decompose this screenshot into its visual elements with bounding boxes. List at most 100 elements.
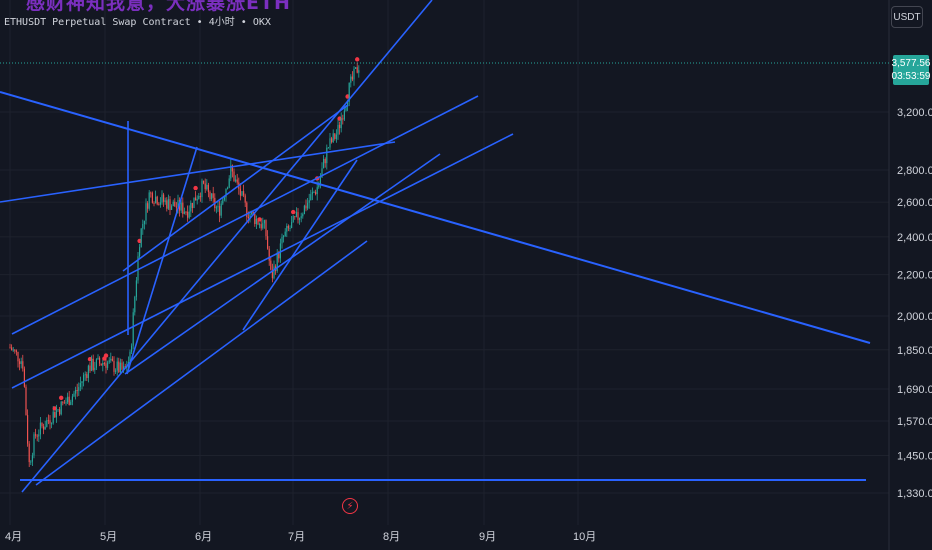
candle-body xyxy=(193,197,195,209)
candle-body xyxy=(155,196,157,204)
candle-body xyxy=(49,420,51,424)
candle-body xyxy=(78,386,80,391)
candle-body xyxy=(163,194,165,202)
candle-body xyxy=(273,266,275,279)
last-price-value: 3,577.56 xyxy=(891,58,931,69)
candle-body xyxy=(270,260,272,270)
candle-body xyxy=(230,165,232,179)
candle-body xyxy=(137,256,139,281)
candle-body xyxy=(73,393,75,397)
candle-body xyxy=(86,374,88,378)
candle-body xyxy=(255,218,257,225)
candle-body xyxy=(167,199,169,209)
price-axis[interactable]: 3,200.00 2,800.00 2,600.00 2,400.00 2,200.00… xyxy=(897,107,932,500)
symbol-legend[interactable]: ETHUSDT Perpetual Swap Contract • 4小时 • … xyxy=(4,13,271,28)
candle-body xyxy=(305,205,307,209)
candle-body xyxy=(222,199,224,204)
price-tick-label: 3,200.00 xyxy=(897,107,932,119)
price-tick-label: 1,850.00 xyxy=(897,345,932,357)
candle-body xyxy=(174,201,176,207)
candle-body xyxy=(182,202,184,214)
candle-body xyxy=(302,214,304,217)
legend-exchange: OKX xyxy=(252,17,271,28)
trendline-steep-b[interactable] xyxy=(242,159,358,331)
candle-body xyxy=(324,159,326,164)
candle-body xyxy=(30,461,32,463)
candle-body xyxy=(153,202,155,204)
trendline-channel-d[interactable] xyxy=(122,104,349,272)
candle-body xyxy=(254,214,256,225)
candle-body xyxy=(292,216,294,223)
candle-body xyxy=(308,200,310,203)
candle-body xyxy=(279,243,281,259)
candle-body xyxy=(243,191,245,196)
candle-body xyxy=(350,76,352,83)
candle-body xyxy=(260,224,262,229)
candle-body xyxy=(39,422,41,435)
candle-body xyxy=(60,401,62,415)
time-tick-label: 9月 xyxy=(479,531,496,543)
trendline-channel-a[interactable] xyxy=(11,95,479,335)
candle-body xyxy=(323,159,325,169)
candle-body xyxy=(148,192,150,209)
candle-body xyxy=(180,202,182,211)
candle-body xyxy=(79,383,81,387)
candle-body xyxy=(97,357,99,360)
candle-body xyxy=(147,203,149,209)
legend-symbol: ETHUSDT Perpetual Swap Contract xyxy=(4,17,191,28)
currency-button[interactable]: USDT xyxy=(891,6,923,28)
bar-countdown: 03:53:59 xyxy=(891,71,931,82)
candle-body xyxy=(201,180,203,198)
candle-body xyxy=(22,361,24,369)
trendline-channel-upper[interactable] xyxy=(0,141,396,203)
candle-body xyxy=(94,367,96,371)
candle-body xyxy=(105,363,107,368)
candle-body xyxy=(183,211,185,214)
candle-body xyxy=(235,179,237,182)
candle-body xyxy=(198,196,200,200)
candle-body xyxy=(52,411,54,424)
trendline-descending[interactable] xyxy=(0,91,871,344)
candle-body xyxy=(119,362,121,373)
trendline-channel-c[interactable] xyxy=(124,153,441,375)
candle-body xyxy=(175,206,177,208)
candle-body xyxy=(19,361,21,364)
candle-body xyxy=(158,204,160,206)
candle-body xyxy=(124,366,126,368)
time-axis[interactable]: 4月 5月 6月 7月 8月 9月 10月 xyxy=(5,531,596,543)
time-tick-label: 5月 xyxy=(100,531,117,543)
price-tick-label: 2,800.00 xyxy=(897,165,932,177)
candle-body xyxy=(38,434,40,437)
candle-body xyxy=(340,118,342,129)
trendline-channel-b[interactable] xyxy=(11,133,514,389)
time-tick-label: 8月 xyxy=(383,531,400,543)
candle-body xyxy=(271,269,273,279)
candle-body xyxy=(187,211,189,218)
trendline-steep-c[interactable] xyxy=(35,240,368,486)
candle-body xyxy=(63,402,65,404)
candle-body xyxy=(300,216,302,218)
trendline-steep-a[interactable] xyxy=(126,146,198,375)
candle-body xyxy=(57,409,59,411)
candle-body xyxy=(139,247,141,257)
trendlines[interactable] xyxy=(0,0,889,493)
candle-body xyxy=(251,211,253,215)
candle-body xyxy=(307,202,309,209)
candle-body xyxy=(217,206,219,208)
candle-body xyxy=(351,76,353,80)
candle-body xyxy=(159,202,161,205)
candle-body xyxy=(47,420,49,422)
candle-body xyxy=(140,228,142,248)
candle-body xyxy=(14,349,16,351)
candle-body xyxy=(289,228,291,230)
candle-body xyxy=(156,196,158,205)
trendline-long-rising[interactable] xyxy=(21,0,433,493)
candle-body xyxy=(286,225,288,232)
candle-body xyxy=(108,360,110,363)
candle-body xyxy=(169,199,171,210)
time-tick-label: 6月 xyxy=(195,531,212,543)
price-tick-label: 1,330.00 xyxy=(897,488,932,500)
lightning-icon[interactable]: ⚡ xyxy=(342,498,358,514)
candle-body xyxy=(284,231,286,237)
